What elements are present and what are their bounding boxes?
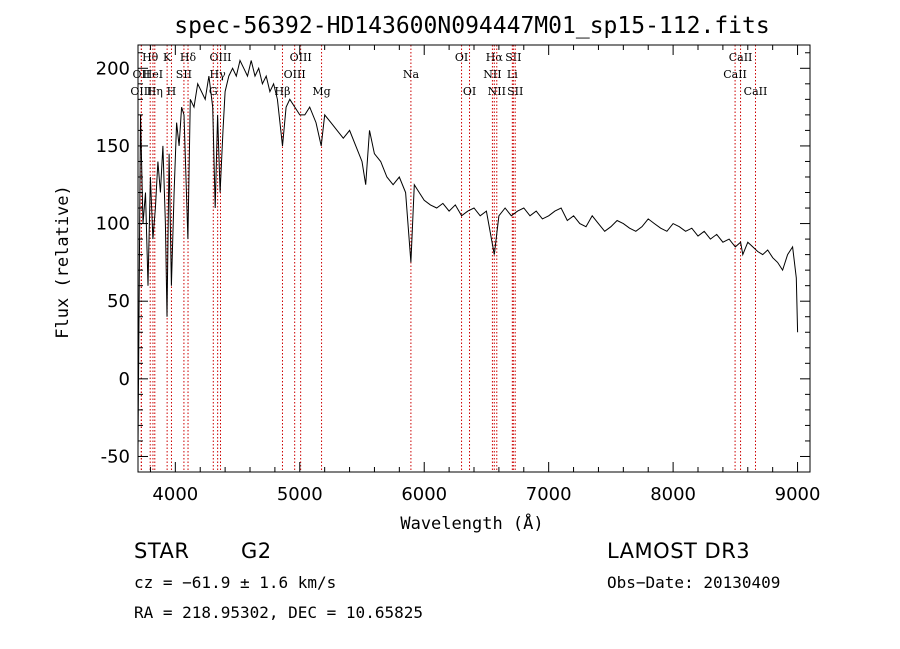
x-tick-label: 6000 bbox=[401, 484, 447, 505]
marker-label: CaII bbox=[744, 85, 768, 98]
y-axis-label: Flux (relative) bbox=[53, 185, 73, 339]
chart-title: spec-56392-HD143600N094447M01_sp15-112.f… bbox=[174, 13, 769, 39]
marker-label: Hα bbox=[486, 51, 504, 64]
y-tick-label: 150 bbox=[96, 136, 130, 157]
marker-label: OIII bbox=[290, 51, 312, 64]
spectrum-line bbox=[137, 59, 799, 449]
survey-name: LAMOST DR3 bbox=[607, 539, 751, 563]
marker-label: G bbox=[209, 85, 218, 98]
observation-date: Obs−Date: 20130409 bbox=[607, 573, 781, 592]
marker-label: SII bbox=[507, 85, 523, 98]
marker-label: OI bbox=[463, 85, 476, 98]
object-class: STAR bbox=[134, 539, 190, 563]
y-tick-label: 50 bbox=[107, 291, 130, 312]
marker-label: SII bbox=[176, 68, 192, 81]
marker-label: CaII bbox=[729, 51, 753, 64]
marker-label: OIII bbox=[130, 85, 152, 98]
marker-label: HeI bbox=[143, 68, 163, 81]
marker-label: Hβ bbox=[275, 85, 291, 98]
x-tick-label: 4000 bbox=[152, 484, 198, 505]
marker-label: K bbox=[163, 51, 172, 64]
y-tick-label: -50 bbox=[101, 446, 130, 467]
marker-label: NII bbox=[483, 68, 501, 81]
x-axis-label: Wavelength (Å) bbox=[400, 512, 543, 534]
y-tick-label: 100 bbox=[96, 214, 130, 235]
x-tick-label: 9000 bbox=[775, 484, 821, 505]
marker-label: Hη bbox=[147, 85, 163, 98]
y-axis: -50 0 50 100 150 200 bbox=[96, 52, 810, 467]
x-tick-label: 7000 bbox=[526, 484, 572, 505]
marker-label: Na bbox=[403, 68, 420, 81]
marker-label: OIII bbox=[209, 51, 231, 64]
y-tick-label: 200 bbox=[96, 58, 130, 79]
x-tick-label: 8000 bbox=[650, 484, 696, 505]
x-axis: 4000 5000 6000 7000 8000 9000 bbox=[149, 45, 821, 505]
plot-frame bbox=[137, 44, 811, 473]
sky-coordinates: RA = 218.95302, DEC = 10.65825 bbox=[134, 603, 423, 622]
marker-label: SII bbox=[505, 51, 521, 64]
marker-label: Li bbox=[507, 68, 518, 81]
object-subclass: G2 bbox=[241, 539, 272, 563]
y-tick-label: 0 bbox=[119, 369, 130, 390]
marker-label: Hγ bbox=[210, 68, 227, 81]
spectrum-chart: spec-56392-HD143600N094447M01_sp15-112.f… bbox=[53, 13, 821, 534]
x-tick-label: 5000 bbox=[277, 484, 323, 505]
marker-label: Hθ bbox=[142, 51, 159, 64]
marker-label: OI bbox=[455, 51, 468, 64]
marker-label: NII bbox=[488, 85, 506, 98]
marker-label: Hδ bbox=[180, 51, 197, 64]
marker-label: Mg bbox=[312, 85, 330, 98]
redshift-velocity: cz = −61.9 ± 1.6 km/s bbox=[134, 573, 337, 592]
marker-label: OIII bbox=[284, 68, 306, 81]
marker-label: CaII bbox=[723, 68, 747, 81]
marker-label: H bbox=[167, 85, 177, 98]
